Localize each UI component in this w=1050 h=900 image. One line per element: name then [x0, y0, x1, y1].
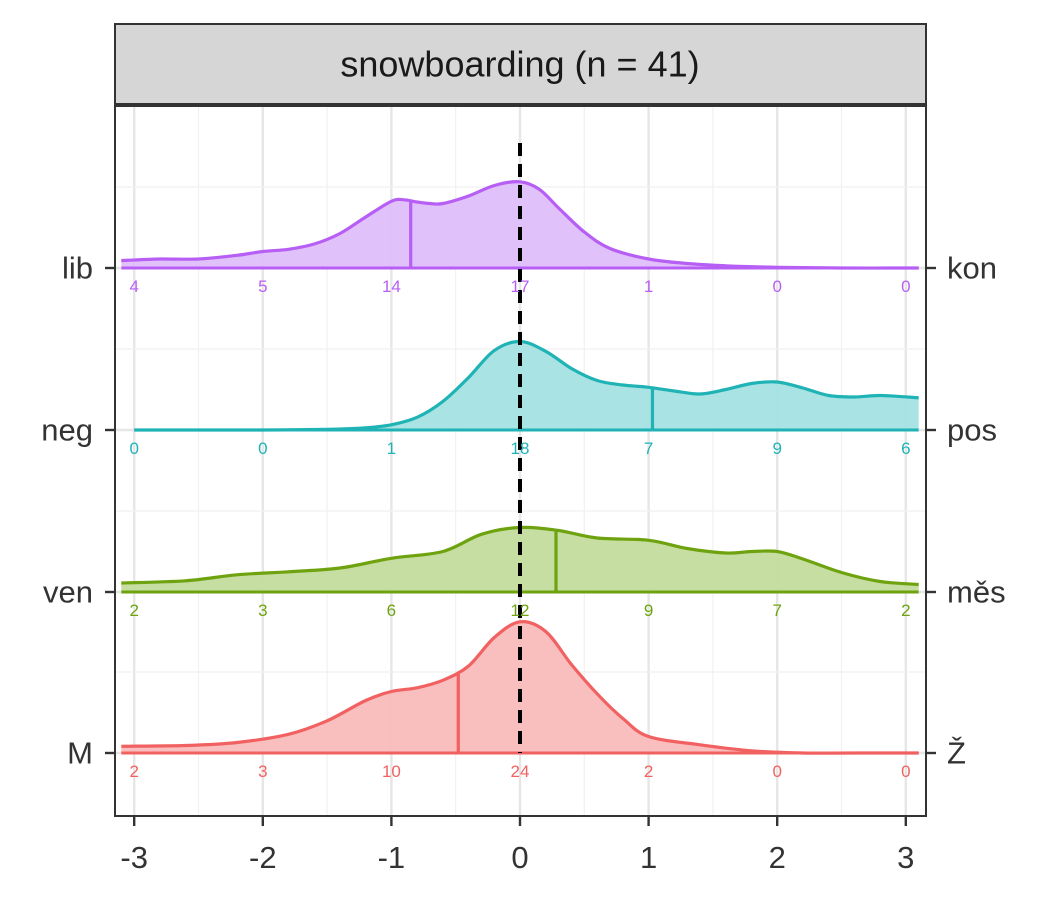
count-label: 14: [382, 277, 401, 296]
x-axis: -3 -2 -1 0 1 2 3: [120, 816, 914, 875]
count-label: 9: [644, 601, 653, 620]
strip: snowboarding (n = 41): [114, 23, 927, 105]
x-tick-label: -2: [249, 840, 277, 875]
count-label: 18: [511, 439, 530, 458]
y-label-left: neg: [41, 413, 93, 448]
y-label-left: M: [67, 736, 93, 771]
count-labels: 4 5 14 17 1 0 00 0 1 18 7 9 62 3 6 12 9 7 22 3 10 24 2 0 0: [129, 277, 910, 781]
count-label: 9: [772, 439, 781, 458]
y-axis-left: lib neg ven M: [41, 251, 115, 771]
ridge-neg: [134, 339, 919, 432]
strip-background: [114, 23, 927, 105]
count-label: 10: [382, 762, 401, 781]
y-axis-right: kon pos měs Ž: [926, 251, 1006, 771]
ridge-line-neg: [134, 339, 919, 432]
y-label-left: lib: [62, 251, 93, 286]
count-label: 12: [511, 601, 530, 620]
y-label-right: kon: [947, 251, 997, 286]
y-label-right: pos: [947, 413, 997, 448]
count-label: 3: [258, 762, 267, 781]
ridge-area-M: [121, 621, 919, 754]
count-label: 7: [772, 601, 781, 620]
ridge-line-lib: [121, 180, 919, 270]
ridge-lib: [121, 180, 919, 270]
ridge-area-lib: [121, 181, 919, 269]
count-label: 0: [258, 439, 267, 458]
y-label-right: Ž: [947, 736, 966, 771]
ridge-area-neg: [134, 341, 919, 431]
count-label: 3: [258, 601, 267, 620]
count-label: 4: [129, 277, 138, 296]
x-tick-label: 1: [640, 840, 657, 875]
count-label: 0: [772, 277, 781, 296]
x-tick-label: -1: [378, 840, 406, 875]
count-label: 6: [901, 439, 910, 458]
count-label: 2: [644, 762, 653, 781]
count-label: 6: [387, 601, 396, 620]
count-label: 2: [901, 601, 910, 620]
count-label: 0: [129, 439, 138, 458]
ridge-line-ven: [121, 525, 919, 587]
count-label: 1: [387, 439, 396, 458]
count-label: 0: [772, 762, 781, 781]
ridge-area-ven: [121, 527, 919, 592]
y-label-left: ven: [43, 575, 93, 610]
x-tick-label: 3: [897, 840, 914, 875]
count-label: 24: [511, 762, 530, 781]
y-label-right: měs: [947, 575, 1006, 610]
chart-title: snowboarding (n = 41): [340, 44, 699, 85]
count-label: 0: [901, 762, 910, 781]
density-ridges: [121, 180, 919, 755]
x-tick-label: 2: [769, 840, 786, 875]
count-label: 0: [901, 277, 910, 296]
count-label: 2: [129, 762, 138, 781]
count-label: 5: [258, 277, 267, 296]
ridge-line-M: [121, 620, 919, 755]
count-label: 7: [644, 439, 653, 458]
count-label: 17: [511, 277, 530, 296]
count-label: 1: [644, 277, 653, 296]
x-tick-label: -3: [120, 840, 148, 875]
count-label: 2: [129, 601, 138, 620]
x-tick-label: 0: [511, 840, 528, 875]
